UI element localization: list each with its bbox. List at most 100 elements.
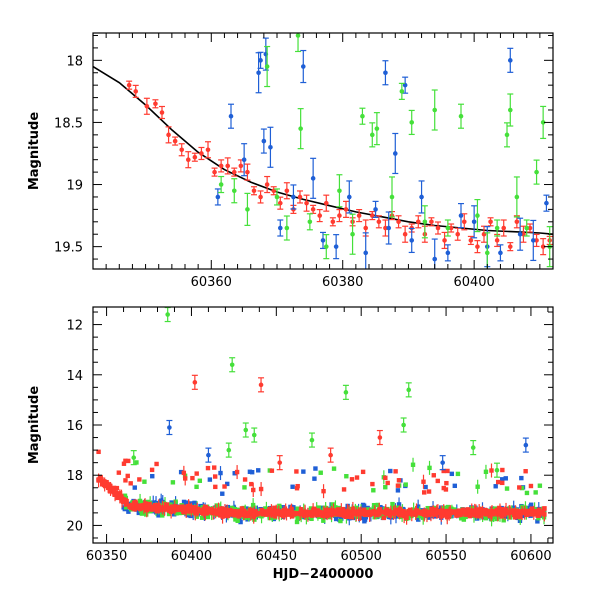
data-point — [478, 506, 483, 512]
data-point — [169, 504, 175, 509]
data-point — [471, 205, 478, 239]
data-point — [213, 484, 218, 490]
data-point — [326, 507, 332, 513]
data-point — [462, 508, 467, 514]
data-point — [290, 510, 295, 516]
data-point — [441, 468, 446, 474]
data-point — [230, 505, 235, 511]
data-point — [290, 484, 295, 489]
data-point — [136, 510, 141, 516]
data-point — [448, 223, 455, 233]
outlier-point — [327, 447, 334, 463]
data-point — [500, 480, 505, 486]
outlier-point — [308, 432, 315, 448]
data-point — [134, 504, 140, 509]
data-point — [126, 509, 131, 514]
data-point — [126, 458, 131, 464]
data-point — [493, 484, 498, 489]
data-point — [426, 509, 431, 515]
data-point — [159, 105, 165, 120]
data-point — [263, 509, 269, 515]
data-point — [149, 504, 154, 509]
data-point — [123, 478, 128, 483]
data-point — [455, 471, 461, 477]
x-tick-label: 60380 — [322, 275, 363, 290]
data-point — [517, 217, 524, 251]
data-point — [513, 215, 520, 229]
outlier-point — [166, 419, 173, 436]
data-point — [309, 513, 315, 518]
data-point — [435, 478, 440, 484]
data-point — [242, 511, 247, 517]
data-point — [297, 108, 304, 150]
data-point — [380, 509, 385, 515]
data-point — [272, 514, 278, 519]
data-point — [301, 469, 306, 474]
data-point — [310, 204, 317, 214]
data-point — [157, 507, 162, 512]
data-point — [510, 509, 515, 514]
data-point — [331, 466, 337, 471]
data-point — [283, 215, 290, 241]
data-point — [415, 215, 422, 229]
data-point — [395, 215, 402, 229]
data-point — [487, 513, 492, 519]
data-point — [327, 511, 332, 517]
data-point — [527, 223, 533, 233]
y-axis-label: Magnitude — [27, 112, 42, 191]
data-point — [347, 512, 352, 517]
outlier-point — [242, 422, 249, 438]
data-point — [341, 487, 347, 492]
data-point — [529, 506, 535, 511]
data-point — [99, 477, 104, 482]
x-tick-label: 60500 — [341, 549, 382, 564]
data-point — [369, 122, 376, 148]
data-point — [160, 513, 165, 518]
data-point — [111, 488, 117, 493]
data-point — [374, 512, 380, 518]
data-point — [522, 508, 527, 513]
data-point — [515, 513, 521, 518]
data-point — [242, 508, 247, 514]
data-point — [357, 510, 362, 515]
data-point — [283, 182, 290, 200]
data-point — [143, 97, 150, 115]
data-point — [313, 466, 318, 471]
data-point — [244, 506, 249, 511]
data-point — [211, 167, 218, 177]
data-point — [504, 122, 510, 148]
data-point — [354, 475, 360, 480]
data-point — [178, 505, 183, 510]
data-point — [430, 509, 435, 515]
data-point — [268, 508, 274, 514]
data-point — [143, 504, 148, 509]
data-point — [225, 481, 230, 487]
data-point — [277, 219, 284, 237]
data-point — [280, 513, 286, 519]
data-point — [114, 485, 120, 491]
y-tick-label: 14 — [66, 369, 83, 384]
data-point — [261, 510, 266, 515]
data-point — [371, 488, 376, 493]
data-point — [323, 234, 330, 260]
data-point — [244, 192, 251, 226]
data-point — [444, 514, 450, 519]
outlier-point — [376, 429, 383, 446]
data-point — [125, 473, 130, 479]
data-point — [454, 227, 461, 241]
data-point — [428, 217, 435, 227]
data-point — [402, 225, 409, 243]
data-point — [441, 231, 448, 250]
data-point — [393, 469, 398, 474]
y-tick-label: 18.5 — [54, 116, 83, 131]
data-point — [132, 84, 139, 98]
data-point — [178, 469, 184, 475]
data-point — [202, 506, 207, 511]
data-point — [356, 208, 363, 223]
data-point — [290, 184, 297, 210]
data-point — [445, 510, 451, 516]
y-tick-label: 18 — [66, 469, 83, 484]
plot-frame — [92, 32, 554, 270]
data-point — [530, 219, 537, 262]
data-point — [212, 474, 218, 479]
